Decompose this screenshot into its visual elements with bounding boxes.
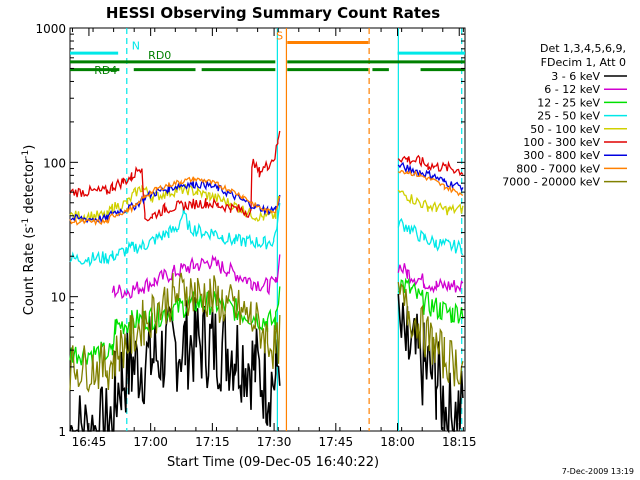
- legend-group: Det 1,3,4,5,6,9, FDecim 1, Att 0 3 - 6 k…: [502, 42, 627, 189]
- legend-entry-label: 12 - 25 keV: [537, 96, 600, 109]
- flag-label-rd4: RD4: [94, 64, 117, 77]
- series-line: [69, 202, 464, 268]
- series-line: [69, 272, 464, 393]
- x-tick-label: 18:15: [442, 435, 477, 449]
- timestamp: 7-Dec-2009 13:19: [562, 467, 634, 476]
- legend-entry-label: 7000 - 20000 keV: [502, 176, 600, 189]
- flag-label-n: N: [132, 40, 140, 53]
- series-line: [69, 293, 464, 434]
- series-line: [69, 161, 464, 225]
- series-line: [69, 130, 464, 222]
- chart-title: HESSI Observing Summary Count Rates: [106, 4, 440, 22]
- legend-entry-label: 3 - 6 keV: [551, 70, 600, 83]
- flag-label-s: S: [276, 30, 283, 43]
- legend-entry-label: 100 - 300 keV: [523, 136, 600, 149]
- y-axis-label-sup-2: -1: [21, 150, 31, 159]
- plot-frame: [69, 27, 466, 432]
- x-tick-label: 17:15: [195, 435, 230, 449]
- x-tick-label: 17:45: [319, 435, 354, 449]
- legend-title-line-1: Det 1,3,4,5,6,9,: [540, 42, 626, 55]
- y-axis-label-main: Count Rate (s: [22, 227, 37, 316]
- y-axis-label-sup-1: -1: [21, 218, 31, 227]
- legend-entry-label: 50 - 100 keV: [530, 123, 600, 136]
- y-axis-label: Count Rate (s-1 detector-1): [21, 145, 37, 316]
- y-tick-label: 100: [43, 156, 66, 170]
- y-axis-label-mid: detector: [22, 158, 37, 218]
- y-axis-label-end: ): [22, 145, 37, 150]
- x-tick-label: 16:45: [72, 435, 107, 449]
- x-axis-label: Start Time (09-Dec-05 16:40:22): [167, 455, 379, 470]
- series-group: [69, 130, 464, 434]
- x-tick-label: 18:00: [380, 435, 415, 449]
- series-line: [69, 169, 464, 226]
- legend-entry-label: 800 - 7000 keV: [516, 162, 600, 175]
- y-tick-label: 1: [58, 425, 66, 439]
- y-tick-label: 10: [51, 291, 66, 305]
- x-tick-label: 17:30: [257, 435, 292, 449]
- axes-group: 1 10 100 1000 16:45 17:00 17:15 17:30 17:45 18:00…: [35, 22, 476, 449]
- flag-label-rd0: RD0: [148, 49, 171, 62]
- series-line: [69, 183, 464, 224]
- series-line: [111, 254, 464, 300]
- legend-entry-label: 6 - 12 keV: [544, 83, 600, 96]
- y-tick-label: 1000: [35, 22, 66, 36]
- x-tick-label: 17:00: [133, 435, 168, 449]
- plot-frame-group: [69, 27, 466, 432]
- legend-title-line-2: FDecim 1, Att 0: [541, 56, 626, 69]
- legend-entry-label: 300 - 800 keV: [523, 149, 600, 162]
- legend-entry-label: 25 - 50 keV: [537, 110, 600, 123]
